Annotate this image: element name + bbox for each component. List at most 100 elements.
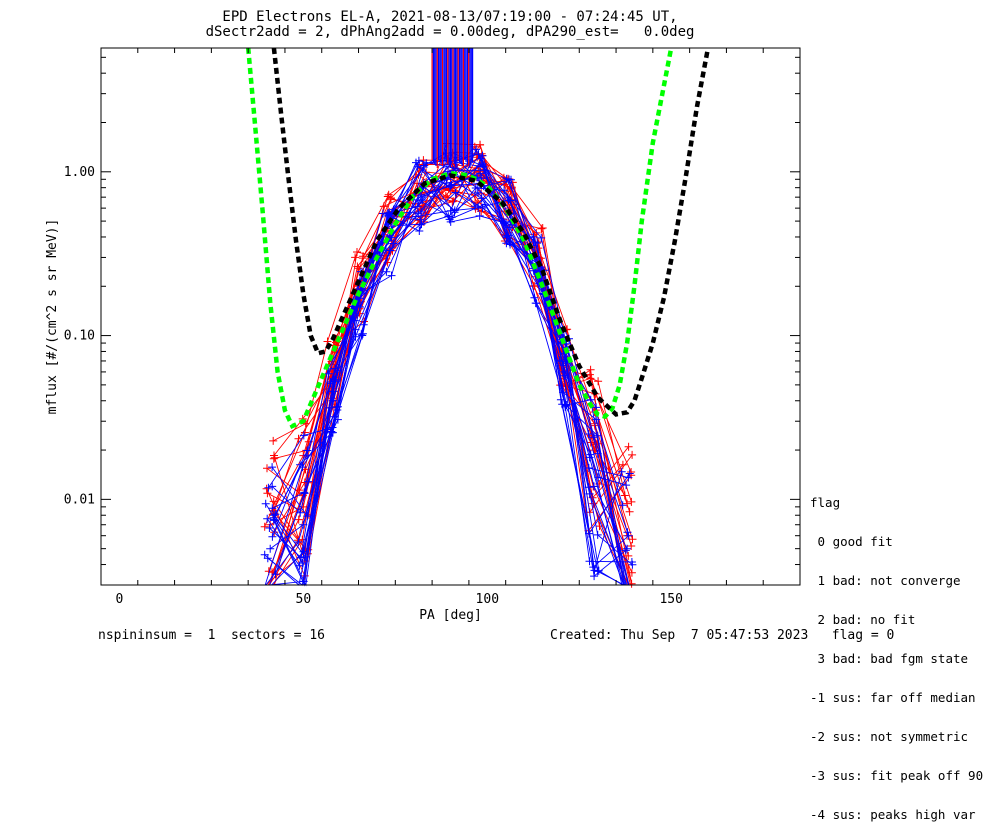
blue-data-point: [474, 150, 483, 159]
blue-data-point: [331, 364, 340, 373]
plot-frame: [100, 47, 801, 586]
blue-data-point: [412, 158, 420, 167]
blue-data-point: [300, 489, 309, 498]
blue-data-point: [294, 538, 303, 546]
blue-data-point: [477, 194, 486, 203]
blue-data-point: [476, 169, 484, 178]
red-data-point: [260, 522, 269, 531]
blue-data-point: [585, 557, 594, 566]
blue-data-point: [537, 233, 546, 242]
blue-data-point: [382, 267, 391, 276]
blue-data-point: [472, 145, 481, 154]
blue-data-point: [303, 446, 312, 455]
red-data-point: [263, 464, 271, 473]
x-tick-label: 150: [659, 592, 682, 607]
y-tick-label: 0.01: [64, 492, 95, 507]
red-data-point: [628, 450, 637, 459]
red-data-point: [627, 497, 636, 506]
blue-data-point: [298, 559, 307, 567]
blue-data-point: [417, 220, 426, 229]
blue-data-point: [618, 501, 627, 510]
blue-data-point: [586, 450, 595, 459]
red-data-point: [624, 442, 633, 451]
fit-curves-layer: [245, 47, 711, 430]
blue-data-point: [585, 489, 594, 498]
red-data-point: [266, 520, 275, 529]
blue-data-point: [444, 167, 453, 176]
blue-data-point: [422, 159, 431, 168]
blue-data-point: [265, 524, 274, 532]
red-data-point: [625, 507, 634, 516]
red-data-point: [269, 436, 278, 445]
red-data-point: [476, 140, 484, 149]
blue-data-point: [268, 532, 277, 541]
red-data-point: [351, 253, 360, 262]
blue-data-point: [530, 293, 539, 302]
red-data-point: [269, 454, 278, 463]
y-axis-label: mflux [#/(cm^2 s sr MeV)]: [45, 219, 60, 415]
blue-data-point: [594, 566, 603, 575]
blue-data-point: [562, 401, 571, 409]
red-data-point: [627, 468, 636, 476]
blue-data-point: [585, 529, 593, 538]
legend-item-7: -4 sus: peaks high var: [810, 807, 976, 822]
blue-data-point: [621, 546, 630, 555]
y-tick-label: 1.00: [64, 165, 95, 180]
blue-variant-line: [271, 160, 626, 586]
blue-data-point: [268, 504, 277, 513]
blue-data-point: [384, 212, 393, 221]
red-data-point: [387, 194, 395, 202]
blue-data-point: [301, 552, 310, 561]
blue-data-point: [478, 204, 487, 212]
x-tick-label: 50: [296, 592, 312, 607]
blue-data-point: [303, 512, 312, 521]
chart-title-line1: EPD Electrons EL-A, 2021-08-13/07:19:00 …: [222, 9, 678, 25]
legend-title: flag: [810, 495, 841, 510]
blue-data-point: [584, 430, 593, 438]
red-data-point: [624, 551, 633, 560]
blue-data-point: [556, 395, 565, 404]
blue-data-point: [416, 215, 425, 224]
legend-item-3: 3 bad: bad fgm state: [810, 651, 969, 666]
red-data-point: [353, 248, 361, 256]
blue-data-point: [502, 239, 511, 248]
y-tick-label: 0.10: [64, 329, 95, 344]
blue-data-point: [473, 183, 482, 192]
blue-data-point: [590, 433, 599, 442]
blue-data-point: [502, 174, 511, 183]
blue-data-point: [531, 238, 539, 246]
blue-data-point: [478, 151, 487, 160]
red-data-point: [529, 282, 538, 291]
red-data-point: [595, 522, 604, 531]
blue-variant-line: [264, 166, 628, 586]
blue-data-point: [617, 467, 626, 476]
blue-data-point: [296, 460, 305, 469]
x-tick-label: 100: [476, 592, 499, 607]
blue-data-point: [593, 530, 602, 539]
red-data-point: [383, 192, 392, 201]
blue-data-point: [451, 188, 460, 197]
red-data-point: [294, 515, 303, 524]
blue-data-point: [261, 499, 270, 508]
blue-data-point: [263, 554, 272, 563]
blue-data-point: [628, 560, 637, 569]
legend-item-2: 2 bad: no fit: [810, 612, 916, 627]
legend-item-0: 0 good fit: [810, 534, 893, 549]
blue-data-point: [266, 544, 275, 553]
blue-data-point: [417, 193, 426, 202]
blue-data-point: [622, 481, 631, 490]
x-tick-label: 0: [115, 592, 123, 607]
red-data-point: [627, 542, 636, 550]
blue-data-point: [590, 572, 599, 581]
blue-data-point: [411, 212, 420, 221]
red-data-point: [262, 484, 271, 493]
green-fit-curve: [245, 47, 674, 430]
blue-data-point: [263, 514, 272, 523]
blue-data-point: [379, 209, 387, 218]
blue-data-point: [624, 531, 633, 540]
blue-data-point: [324, 369, 333, 378]
blue-data-point: [415, 227, 424, 235]
legend-item-5: -2 sus: not symmetric: [810, 729, 969, 744]
legend-item-1: 1 bad: not converge: [810, 573, 961, 588]
blue-data-point: [590, 482, 598, 491]
